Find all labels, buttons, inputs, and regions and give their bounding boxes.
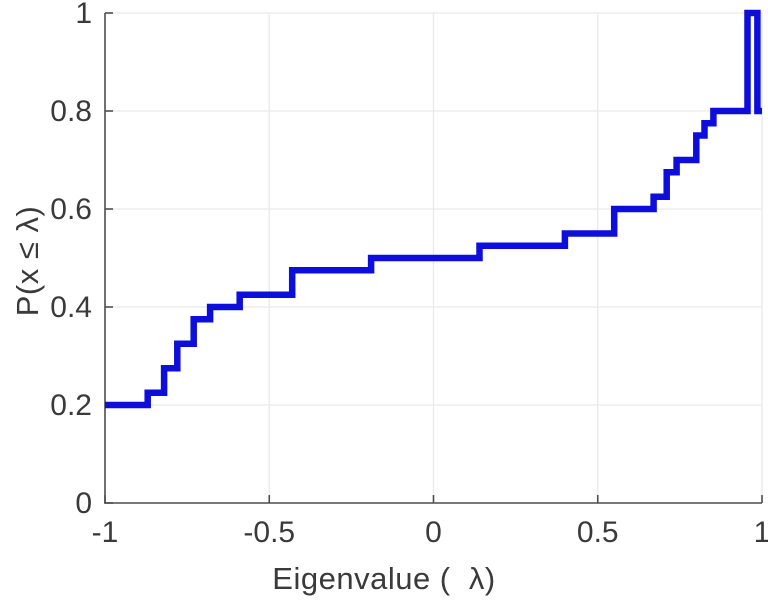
y-tick-label: 0.6 — [50, 193, 92, 226]
axis-tick-labels: -1 -0.5 0 0.5 1 0 0.2 0.4 0.6 0.8 1 — [50, 0, 768, 549]
x-tick-label: -0.5 — [243, 516, 295, 549]
x-tick-label: -1 — [92, 516, 119, 549]
y-tick-label: 1 — [75, 0, 92, 30]
y-axis-label: P(x ≤ λ) — [10, 205, 45, 317]
y-tick-label: 0.2 — [50, 389, 92, 422]
y-tick-label: 0.8 — [50, 95, 92, 128]
cdf-step-curve — [105, 9, 762, 409]
y-tick-label: 0 — [75, 487, 92, 520]
cdf-curve-path — [105, 9, 762, 409]
y-tick-label: 0.4 — [50, 291, 92, 324]
x-tick-label: 1 — [754, 516, 768, 549]
x-axis-label: Eigenvalue ( λ) — [272, 561, 496, 596]
x-tick-label: 0 — [425, 516, 442, 549]
x-tick-label: 0.5 — [577, 516, 619, 549]
